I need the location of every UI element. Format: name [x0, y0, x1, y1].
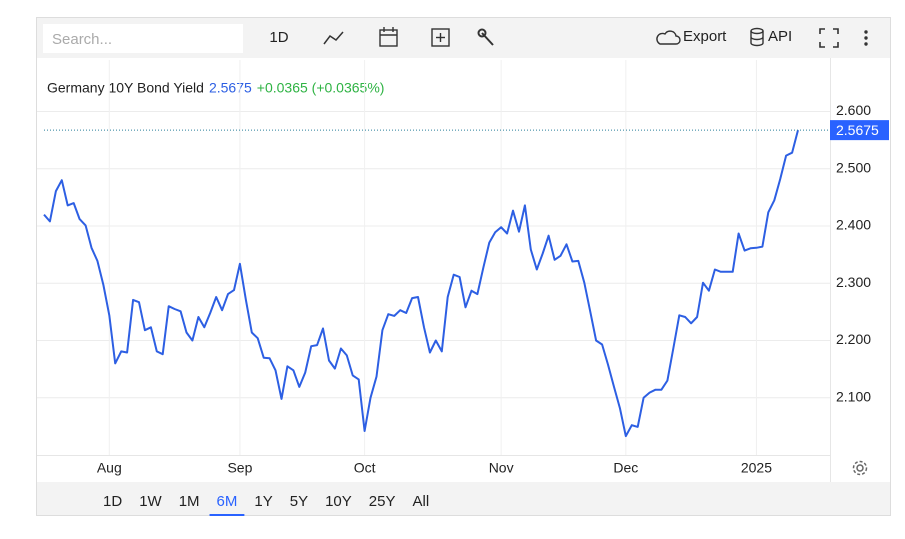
compare-icon[interactable] — [431, 28, 450, 47]
range-button[interactable]: 6M — [217, 493, 238, 510]
export-button[interactable]: Export — [683, 28, 727, 45]
chart-title: Germany 10Y Bond Yield — [47, 80, 204, 96]
api-button[interactable]: API — [768, 28, 792, 45]
x-tick-label: Aug — [97, 460, 122, 476]
y-tick-label: 2.600 — [836, 102, 871, 118]
interval-button[interactable]: 1D — [269, 29, 288, 46]
widget-frame — [36, 17, 891, 516]
yield-line — [43, 129, 799, 438]
settings-icon[interactable] — [852, 460, 868, 476]
range-button[interactable]: 1D — [103, 493, 122, 510]
range-button[interactable]: 1M — [179, 493, 200, 510]
range-bar — [37, 482, 890, 515]
x-tick-label: Nov — [489, 460, 514, 476]
last-value: 2.5675 — [209, 80, 252, 96]
range-button[interactable]: 1W — [139, 493, 162, 510]
search-box[interactable] — [43, 24, 243, 53]
range-button[interactable]: 25Y — [369, 493, 396, 510]
change-label: +0.0365 (+0.0365%) — [257, 80, 385, 96]
range-button[interactable]: 5Y — [290, 493, 308, 510]
x-tick-label: Dec — [613, 460, 638, 476]
y-tick-label: 2.200 — [836, 331, 871, 347]
y-tick-label: 2.500 — [836, 159, 871, 175]
y-tick-label: 2.400 — [836, 217, 871, 233]
chart-type-icon[interactable] — [323, 31, 344, 45]
x-tick-label: 2025 — [741, 460, 772, 476]
api-icon[interactable] — [750, 27, 764, 47]
fullscreen-icon[interactable] — [819, 28, 839, 48]
range-button[interactable]: All — [413, 493, 430, 510]
x-tick-label: Oct — [354, 460, 376, 476]
y-tick-label: 2.100 — [836, 388, 871, 404]
range-button[interactable]: 10Y — [325, 493, 352, 510]
search-placeholder[interactable]: Search... — [52, 31, 112, 48]
tools-icon[interactable] — [477, 28, 494, 46]
last-value-label: 2.5675 — [836, 122, 879, 138]
menu-icon[interactable] — [864, 30, 868, 46]
export-icon[interactable] — [656, 30, 681, 45]
last-value-box — [830, 120, 889, 141]
calendar-icon[interactable] — [379, 27, 398, 47]
range-button[interactable]: 1Y — [254, 493, 272, 510]
x-tick-label: Sep — [227, 460, 252, 476]
y-tick-label: 2.300 — [836, 274, 871, 290]
